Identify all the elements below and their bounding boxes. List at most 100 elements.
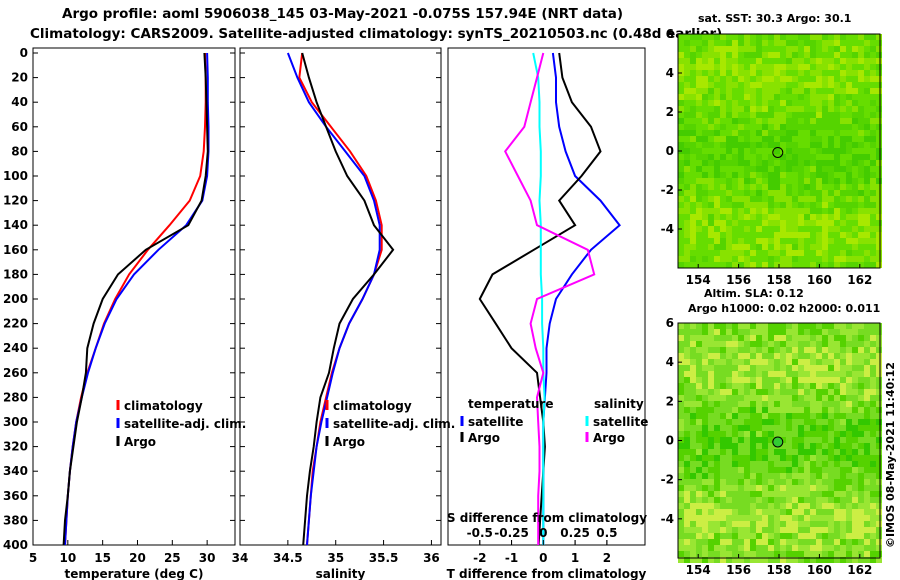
map-cell — [816, 64, 822, 70]
map-cell — [756, 491, 762, 497]
map-cell — [726, 118, 732, 124]
map-cell — [786, 142, 792, 148]
map-cell — [858, 329, 864, 335]
map-cell — [762, 335, 768, 341]
map-cell — [798, 232, 804, 238]
map-cell — [858, 401, 864, 407]
map-cell — [804, 521, 810, 527]
map-cell — [744, 238, 750, 244]
map-cell — [738, 214, 744, 220]
map-cell — [834, 413, 840, 419]
y-tick-label: 280 — [3, 390, 28, 404]
map-cell — [744, 467, 750, 473]
map-cell — [798, 70, 804, 76]
map-cell — [774, 244, 780, 250]
map-cell — [690, 166, 696, 172]
map-cell — [792, 142, 798, 148]
map-cell — [858, 112, 864, 118]
map-cell — [852, 166, 858, 172]
map-cell — [810, 46, 816, 52]
map-cell — [756, 371, 762, 377]
map-cell — [798, 190, 804, 196]
map-cell — [840, 82, 846, 88]
map-cell — [750, 160, 756, 166]
map-cell — [768, 461, 774, 467]
map-cell — [750, 437, 756, 443]
map-cell — [702, 359, 708, 365]
map-cell — [792, 220, 798, 226]
map-cell — [756, 329, 762, 335]
map-cell — [786, 401, 792, 407]
map-cell — [726, 88, 732, 94]
map-cell — [852, 100, 858, 106]
map-cell — [840, 262, 846, 268]
map-cell — [840, 413, 846, 419]
map-cell — [828, 64, 834, 70]
map-cell — [708, 262, 714, 268]
map-cell — [732, 52, 738, 58]
map-cell — [714, 244, 720, 250]
map-cell — [834, 425, 840, 431]
map-cell — [858, 130, 864, 136]
map-cell — [852, 557, 858, 563]
map-cell — [762, 431, 768, 437]
map-cell — [834, 461, 840, 467]
map-cell — [816, 172, 822, 178]
map-cell — [750, 244, 756, 250]
map-cell — [750, 136, 756, 142]
map-cell — [876, 136, 882, 142]
map-cell — [684, 166, 690, 172]
map-cell — [774, 323, 780, 329]
map-cell — [798, 154, 804, 160]
map-cell — [822, 341, 828, 347]
map-cell — [708, 425, 714, 431]
map-cell — [792, 256, 798, 262]
map-cell — [726, 365, 732, 371]
sla-map — [677, 322, 882, 563]
map-cell — [780, 395, 786, 401]
map-cell — [792, 527, 798, 533]
map-cell — [798, 521, 804, 527]
map-cell — [744, 112, 750, 118]
map-cell — [702, 100, 708, 106]
map-cell — [846, 347, 852, 353]
map-cell — [708, 82, 714, 88]
map-cell — [756, 256, 762, 262]
map-cell — [792, 76, 798, 82]
map-cell — [678, 371, 684, 377]
map-cell — [714, 262, 720, 268]
map-cell — [774, 353, 780, 359]
map-cell — [780, 467, 786, 473]
map-cell — [804, 371, 810, 377]
map-cell — [720, 100, 726, 106]
map-cell — [726, 551, 732, 557]
map-cell — [756, 419, 762, 425]
map-cell — [780, 154, 786, 160]
map-cell — [792, 449, 798, 455]
map-cell — [804, 76, 810, 82]
map-cell — [744, 208, 750, 214]
map-cell — [834, 347, 840, 353]
map-cell — [684, 46, 690, 52]
map-cell — [726, 160, 732, 166]
map-cell — [720, 437, 726, 443]
map-cell — [768, 395, 774, 401]
map-cell — [786, 130, 792, 136]
map-cell — [852, 431, 858, 437]
map-cell — [840, 250, 846, 256]
map-cell — [840, 401, 846, 407]
map-cell — [708, 443, 714, 449]
map-cell — [834, 359, 840, 365]
map-cell — [684, 497, 690, 503]
map-cell — [810, 545, 816, 551]
map-cell — [792, 154, 798, 160]
map-cell — [702, 34, 708, 40]
map-cell — [870, 503, 876, 509]
map-cell — [750, 473, 756, 479]
map-cell — [798, 220, 804, 226]
map-cell — [726, 94, 732, 100]
map-cell — [756, 323, 762, 329]
map-cell — [792, 136, 798, 142]
map-cell — [738, 371, 744, 377]
map-cell — [792, 341, 798, 347]
